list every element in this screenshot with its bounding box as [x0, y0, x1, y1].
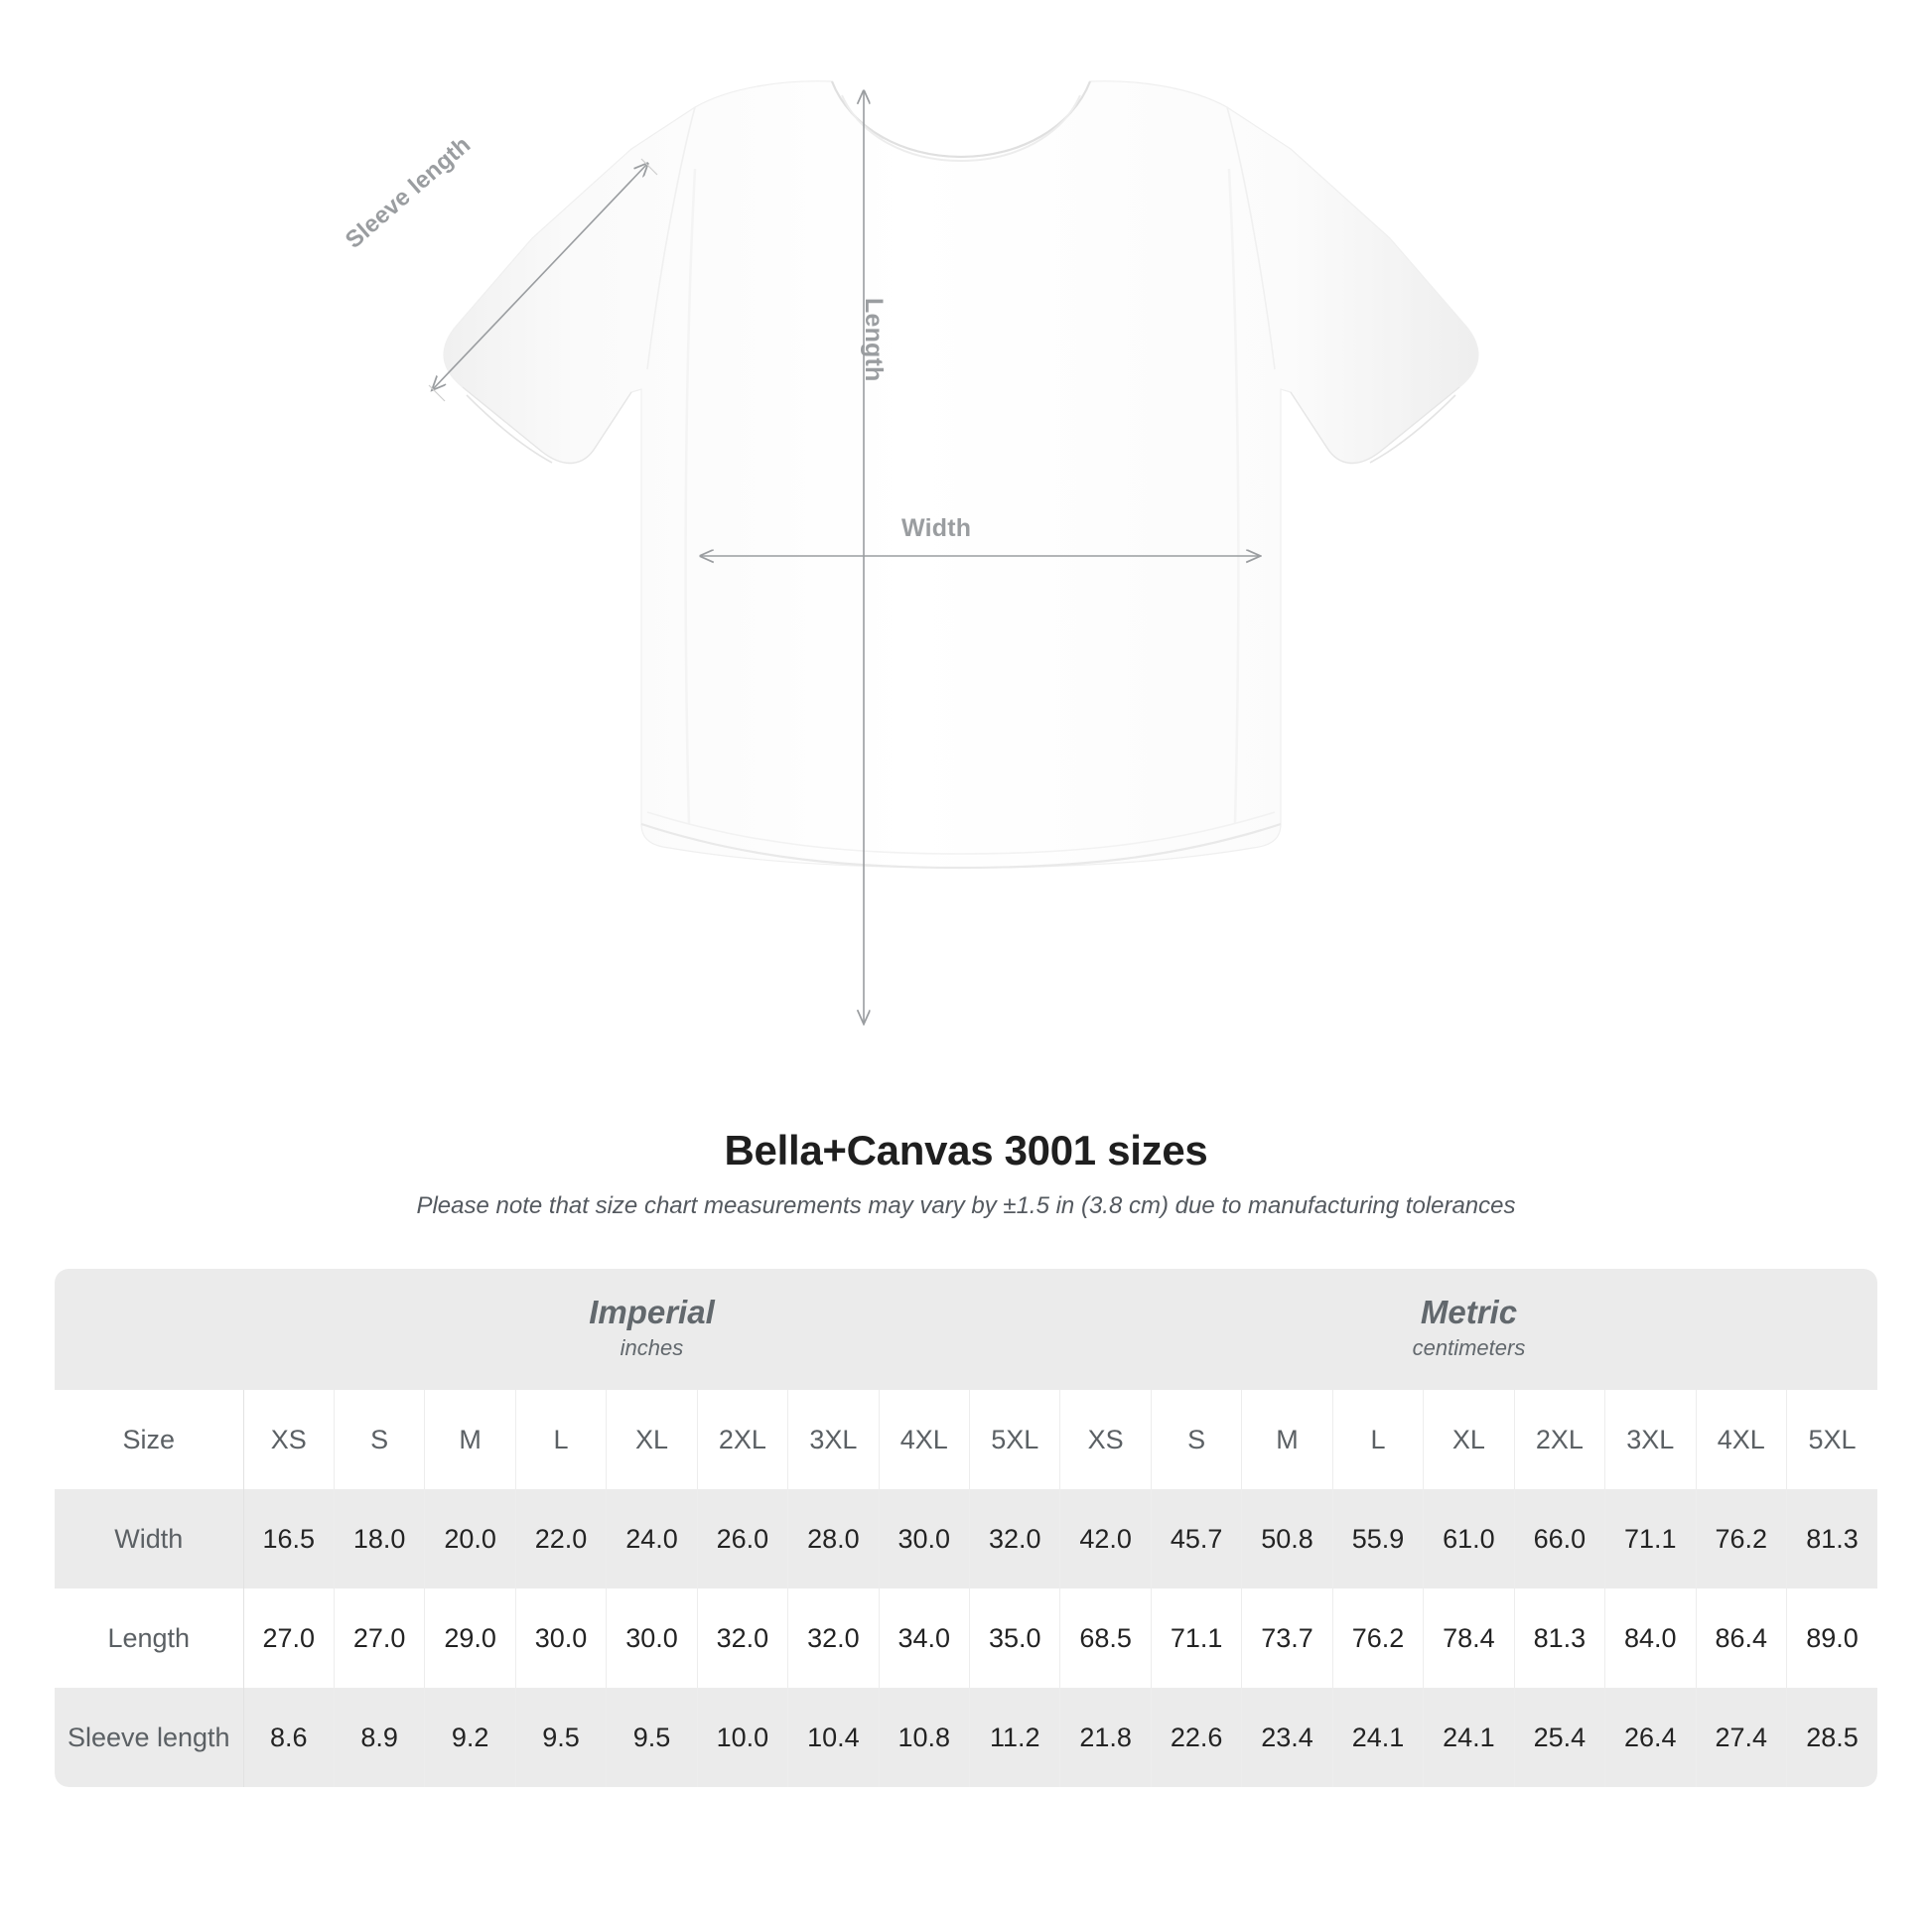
column-header-size: Size [55, 1390, 244, 1489]
unit-header-spacer [55, 1269, 243, 1390]
tshirt-illustration [428, 80, 1479, 1092]
cell-sleeve-metric-xs: 21.8 [1059, 1688, 1152, 1787]
cell-width-imperial-xl: 24.0 [606, 1489, 698, 1588]
unit-header-row: Imperial inches Metric centimeters [55, 1269, 1877, 1390]
column-header-metric-xs: XS [1059, 1390, 1152, 1489]
cell-length-imperial-4xl: 34.0 [879, 1588, 971, 1688]
cell-length-metric-s: 71.1 [1151, 1588, 1243, 1688]
table-row: Length 27.0 27.0 29.0 30.0 30.0 32.0 32.… [55, 1588, 1877, 1688]
unit-group-metric: Metric centimeters [1059, 1269, 1877, 1390]
cell-sleeve-metric-3xl: 26.4 [1604, 1688, 1697, 1787]
column-header-metric-5xl: 5XL [1786, 1390, 1877, 1489]
cell-sleeve-metric-xl: 24.1 [1423, 1688, 1515, 1787]
cell-length-metric-l: 76.2 [1332, 1588, 1425, 1688]
page-title: Bella+Canvas 3001 sizes [724, 1127, 1208, 1173]
cell-sleeve-metric-s: 22.6 [1151, 1688, 1243, 1787]
cell-length-imperial-xl: 30.0 [606, 1588, 698, 1688]
cell-length-metric-3xl: 84.0 [1604, 1588, 1697, 1688]
cell-width-imperial-l: 22.0 [515, 1489, 608, 1588]
cell-width-imperial-4xl: 30.0 [879, 1489, 971, 1588]
cell-width-metric-xs: 42.0 [1059, 1489, 1152, 1588]
column-header-imperial-4xl: 4XL [879, 1390, 971, 1489]
width-label: Width [901, 514, 972, 542]
cell-width-imperial-3xl: 28.0 [787, 1489, 880, 1588]
cell-width-imperial-xs: 16.5 [243, 1489, 335, 1588]
column-header-metric-3xl: 3XL [1604, 1390, 1697, 1489]
column-header-imperial-3xl: 3XL [787, 1390, 880, 1489]
column-header-metric-s: S [1151, 1390, 1243, 1489]
cell-length-imperial-2xl: 32.0 [697, 1588, 789, 1688]
cell-length-imperial-5xl: 35.0 [969, 1588, 1061, 1688]
cell-length-imperial-l: 30.0 [515, 1588, 608, 1688]
column-header-metric-4xl: 4XL [1696, 1390, 1787, 1489]
cell-sleeve-imperial-s: 8.9 [334, 1688, 426, 1787]
cell-width-imperial-m: 20.0 [424, 1489, 516, 1588]
shirt-body-shape [443, 80, 1479, 870]
column-header-imperial-5xl: 5XL [969, 1390, 1061, 1489]
page-subtitle: Please note that size chart measurements… [416, 1192, 1516, 1219]
cell-length-imperial-m: 29.0 [424, 1588, 516, 1688]
cell-width-metric-3xl: 71.1 [1604, 1489, 1697, 1588]
cell-sleeve-imperial-2xl: 10.0 [697, 1688, 789, 1787]
column-header-imperial-xl: XL [606, 1390, 698, 1489]
column-header-metric-2xl: 2XL [1514, 1390, 1606, 1489]
cell-length-imperial-xs: 27.0 [243, 1588, 335, 1688]
unit-group-imperial-sub: inches [620, 1334, 684, 1360]
unit-group-imperial-name: Imperial [589, 1294, 715, 1331]
cell-width-metric-s: 45.7 [1151, 1489, 1243, 1588]
cell-length-metric-4xl: 86.4 [1696, 1588, 1787, 1688]
cell-width-metric-xl: 61.0 [1423, 1489, 1515, 1588]
row-header-sleeve-length: Sleeve length [55, 1688, 244, 1787]
table-row: Width 16.5 18.0 20.0 22.0 24.0 26.0 28.0… [55, 1489, 1877, 1588]
cell-sleeve-imperial-m: 9.2 [424, 1688, 516, 1787]
row-header-length: Length [55, 1588, 244, 1688]
cell-width-metric-m: 50.8 [1241, 1489, 1333, 1588]
column-header-metric-m: M [1241, 1390, 1333, 1489]
cell-sleeve-metric-5xl: 28.5 [1786, 1688, 1877, 1787]
cell-sleeve-metric-m: 23.4 [1241, 1688, 1333, 1787]
unit-group-metric-sub: centimeters [1412, 1334, 1526, 1360]
cell-sleeve-imperial-3xl: 10.4 [787, 1688, 880, 1787]
cell-sleeve-metric-l: 24.1 [1332, 1688, 1425, 1787]
cell-width-metric-5xl: 81.3 [1786, 1489, 1877, 1588]
row-header-width: Width [55, 1489, 244, 1588]
sleeve-dimension-arrow [428, 158, 658, 402]
cell-sleeve-metric-4xl: 27.4 [1696, 1688, 1787, 1787]
column-header-imperial-xs: XS [243, 1390, 335, 1489]
column-header-imperial-m: M [424, 1390, 516, 1489]
cell-length-imperial-s: 27.0 [334, 1588, 426, 1688]
cell-length-metric-2xl: 81.3 [1514, 1588, 1606, 1688]
cell-sleeve-imperial-xs: 8.6 [243, 1688, 335, 1787]
column-header-imperial-s: S [334, 1390, 426, 1489]
column-header-metric-l: L [1332, 1390, 1425, 1489]
unit-group-imperial: Imperial inches [243, 1269, 1060, 1390]
column-header-metric-xl: XL [1423, 1390, 1515, 1489]
column-header-imperial-2xl: 2XL [697, 1390, 789, 1489]
table-row: Sleeve length 8.6 8.9 9.2 9.5 9.5 10.0 1… [55, 1688, 1877, 1787]
cell-length-metric-m: 73.7 [1241, 1588, 1333, 1688]
size-chart-table-wrapper: Imperial inches Metric centimeters Size … [55, 1269, 1877, 1787]
cell-sleeve-imperial-l: 9.5 [515, 1688, 608, 1787]
length-label: Length [860, 298, 888, 382]
cell-sleeve-imperial-5xl: 11.2 [969, 1688, 1061, 1787]
column-header-imperial-l: L [515, 1390, 608, 1489]
cell-length-metric-5xl: 89.0 [1786, 1588, 1877, 1688]
size-header-row: Size XS S M L XL 2XL 3XL 4XL 5XL XS S M … [55, 1390, 1877, 1489]
cell-sleeve-imperial-xl: 9.5 [606, 1688, 698, 1787]
cell-length-metric-xs: 68.5 [1059, 1588, 1152, 1688]
cell-sleeve-metric-2xl: 25.4 [1514, 1688, 1606, 1787]
cell-width-imperial-2xl: 26.0 [697, 1489, 789, 1588]
size-chart-table: Imperial inches Metric centimeters Size … [55, 1269, 1877, 1787]
cell-width-imperial-s: 18.0 [334, 1489, 426, 1588]
cell-width-metric-l: 55.9 [1332, 1489, 1425, 1588]
tshirt-diagram: Sleeve length Length Width [341, 80, 1479, 1092]
cell-length-metric-xl: 78.4 [1423, 1588, 1515, 1688]
cell-width-metric-2xl: 66.0 [1514, 1489, 1606, 1588]
title-block: Bella+Canvas 3001 sizes Please note that… [0, 1127, 1932, 1220]
cell-width-metric-4xl: 76.2 [1696, 1489, 1787, 1588]
cell-width-imperial-5xl: 32.0 [969, 1489, 1061, 1588]
cell-sleeve-imperial-4xl: 10.8 [879, 1688, 971, 1787]
cell-length-imperial-3xl: 32.0 [787, 1588, 880, 1688]
unit-group-metric-name: Metric [1420, 1294, 1518, 1331]
